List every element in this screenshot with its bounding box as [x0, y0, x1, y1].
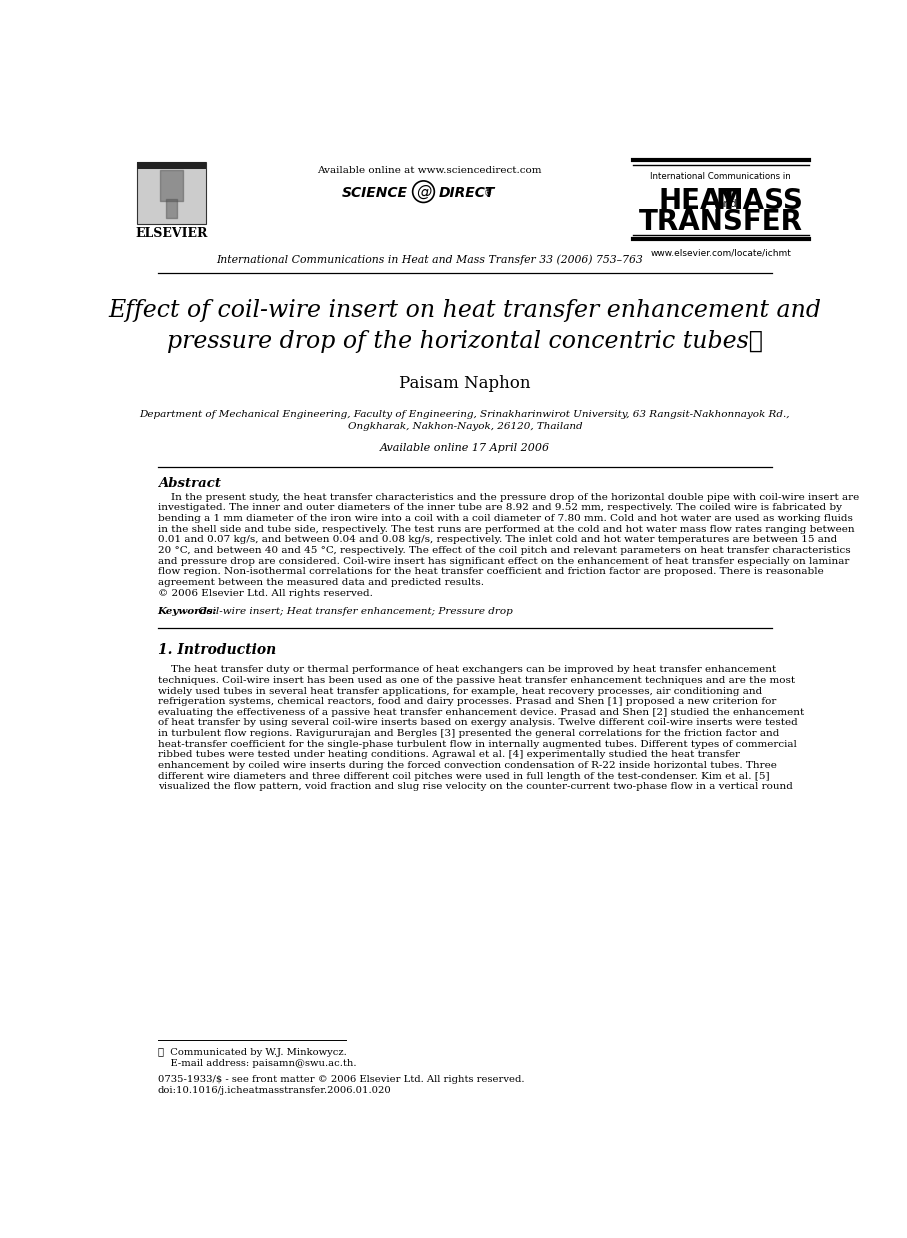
Text: evaluating the effectiveness of a passive heat transfer enhancement device. Pras: evaluating the effectiveness of a passiv… — [158, 708, 804, 717]
Text: in turbulent flow regions. Ravigururajan and Bergles [3] presented the general c: in turbulent flow regions. Ravigururajan… — [158, 729, 779, 738]
Text: doi:10.1016/j.icheatmasstransfer.2006.01.020: doi:10.1016/j.icheatmasstransfer.2006.01… — [158, 1086, 391, 1094]
Text: flow region. Non-isothermal correlations for the heat transfer coefficient and f: flow region. Non-isothermal correlations… — [158, 567, 824, 576]
Text: The heat transfer duty or thermal performance of heat exchangers can be improved: The heat transfer duty or thermal perfor… — [158, 665, 775, 675]
Text: www.elsevier.com/locate/ichmt: www.elsevier.com/locate/ichmt — [650, 248, 791, 258]
Text: ribbed tubes were tested under heating conditions. Agrawal et al. [4] experiment: ribbed tubes were tested under heating c… — [158, 750, 739, 759]
Text: of heat transfer by using several coil-wire inserts based on exergy analysis. Tw: of heat transfer by using several coil-w… — [158, 718, 797, 728]
Text: widely used tubes in several heat transfer applications, for example, heat recov: widely used tubes in several heat transf… — [158, 687, 762, 696]
Text: Abstract: Abstract — [158, 477, 220, 490]
Bar — [137, 162, 207, 224]
Text: different wire diameters and three different coil pitches were used in full leng: different wire diameters and three diffe… — [158, 771, 769, 781]
Bar — [137, 162, 207, 168]
Text: 0.01 and 0.07 kg/s, and between 0.04 and 0.08 kg/s, respectively. The inlet cold: 0.01 and 0.07 kg/s, and between 0.04 and… — [158, 535, 837, 545]
Text: refrigeration systems, chemical reactors, food and dairy processes. Prasad and S: refrigeration systems, chemical reactors… — [158, 697, 775, 706]
Text: ELSEVIER: ELSEVIER — [135, 227, 208, 240]
Text: visualized the flow pattern, void fraction and slug rise velocity on the counter: visualized the flow pattern, void fracti… — [158, 782, 793, 791]
Text: DIRECT: DIRECT — [439, 186, 495, 201]
Text: and pressure drop are considered. Coil-wire insert has significant effect on the: and pressure drop are considered. Coil-w… — [158, 557, 849, 566]
Text: 20 °C, and between 40 and 45 °C, respectively. The effect of the coil pitch and : 20 °C, and between 40 and 45 °C, respect… — [158, 546, 850, 555]
Text: Available online 17 April 2006: Available online 17 April 2006 — [380, 443, 550, 453]
Text: International Communications in Heat and Mass Transfer 33 (2006) 753–763: International Communications in Heat and… — [216, 255, 643, 265]
Text: Department of Mechanical Engineering, Faculty of Engineering, Srinakharinwirot U: Department of Mechanical Engineering, Fa… — [140, 410, 790, 418]
Text: ★  Communicated by W.J. Minkowycz.: ★ Communicated by W.J. Minkowycz. — [158, 1049, 346, 1057]
Text: and: and — [717, 199, 736, 209]
Text: SCIENCE: SCIENCE — [342, 186, 408, 201]
Text: 0735-1933/$ - see front matter © 2006 Elsevier Ltd. All rights reserved.: 0735-1933/$ - see front matter © 2006 El… — [158, 1075, 524, 1084]
Text: HEAT: HEAT — [658, 187, 739, 215]
Text: Available online at www.sciencedirect.com: Available online at www.sciencedirect.co… — [317, 166, 542, 175]
Text: @: @ — [416, 184, 431, 199]
Text: Paisam Naphon: Paisam Naphon — [399, 375, 531, 392]
Text: International Communications in: International Communications in — [650, 172, 791, 181]
Text: techniques. Coil-wire insert has been used as one of the passive heat transfer e: techniques. Coil-wire insert has been us… — [158, 676, 795, 685]
Text: heat-transfer coefficient for the single-phase turbulent flow in internally augm: heat-transfer coefficient for the single… — [158, 740, 796, 749]
Text: in the shell side and tube side, respectively. The test runs are performed at th: in the shell side and tube side, respect… — [158, 525, 854, 534]
Text: agreement between the measured data and predicted results.: agreement between the measured data and … — [158, 578, 483, 587]
Text: Coil-wire insert; Heat transfer enhancement; Pressure drop: Coil-wire insert; Heat transfer enhancem… — [195, 607, 512, 615]
Text: 1. Introduction: 1. Introduction — [158, 643, 276, 657]
Text: © 2006 Elsevier Ltd. All rights reserved.: © 2006 Elsevier Ltd. All rights reserved… — [158, 588, 373, 598]
Text: MASS: MASS — [716, 187, 804, 215]
Text: bending a 1 mm diameter of the iron wire into a coil with a coil diameter of 7.8: bending a 1 mm diameter of the iron wire… — [158, 514, 853, 524]
Text: Effect of coil-wire insert on heat transfer enhancement and: Effect of coil-wire insert on heat trans… — [108, 298, 822, 322]
Text: ®: ® — [484, 188, 493, 198]
Text: pressure drop of the horizontal concentric tubes☆: pressure drop of the horizontal concentr… — [167, 329, 763, 353]
Text: investigated. The inner and outer diameters of the inner tube are 8.92 and 9.52 : investigated. The inner and outer diamet… — [158, 504, 842, 513]
Text: Ongkharak, Nakhon-Nayok, 26120, Thailand: Ongkharak, Nakhon-Nayok, 26120, Thailand — [347, 422, 582, 431]
Text: In the present study, the heat transfer characteristics and the pressure drop of: In the present study, the heat transfer … — [158, 493, 859, 501]
Text: Keywords:: Keywords: — [158, 607, 217, 615]
Text: E-mail address: paisamn@swu.ac.th.: E-mail address: paisamn@swu.ac.th. — [158, 1058, 356, 1068]
Text: TRANSFER: TRANSFER — [639, 208, 803, 235]
Text: enhancement by coiled wire inserts during the forced convection condensation of : enhancement by coiled wire inserts durin… — [158, 761, 776, 770]
